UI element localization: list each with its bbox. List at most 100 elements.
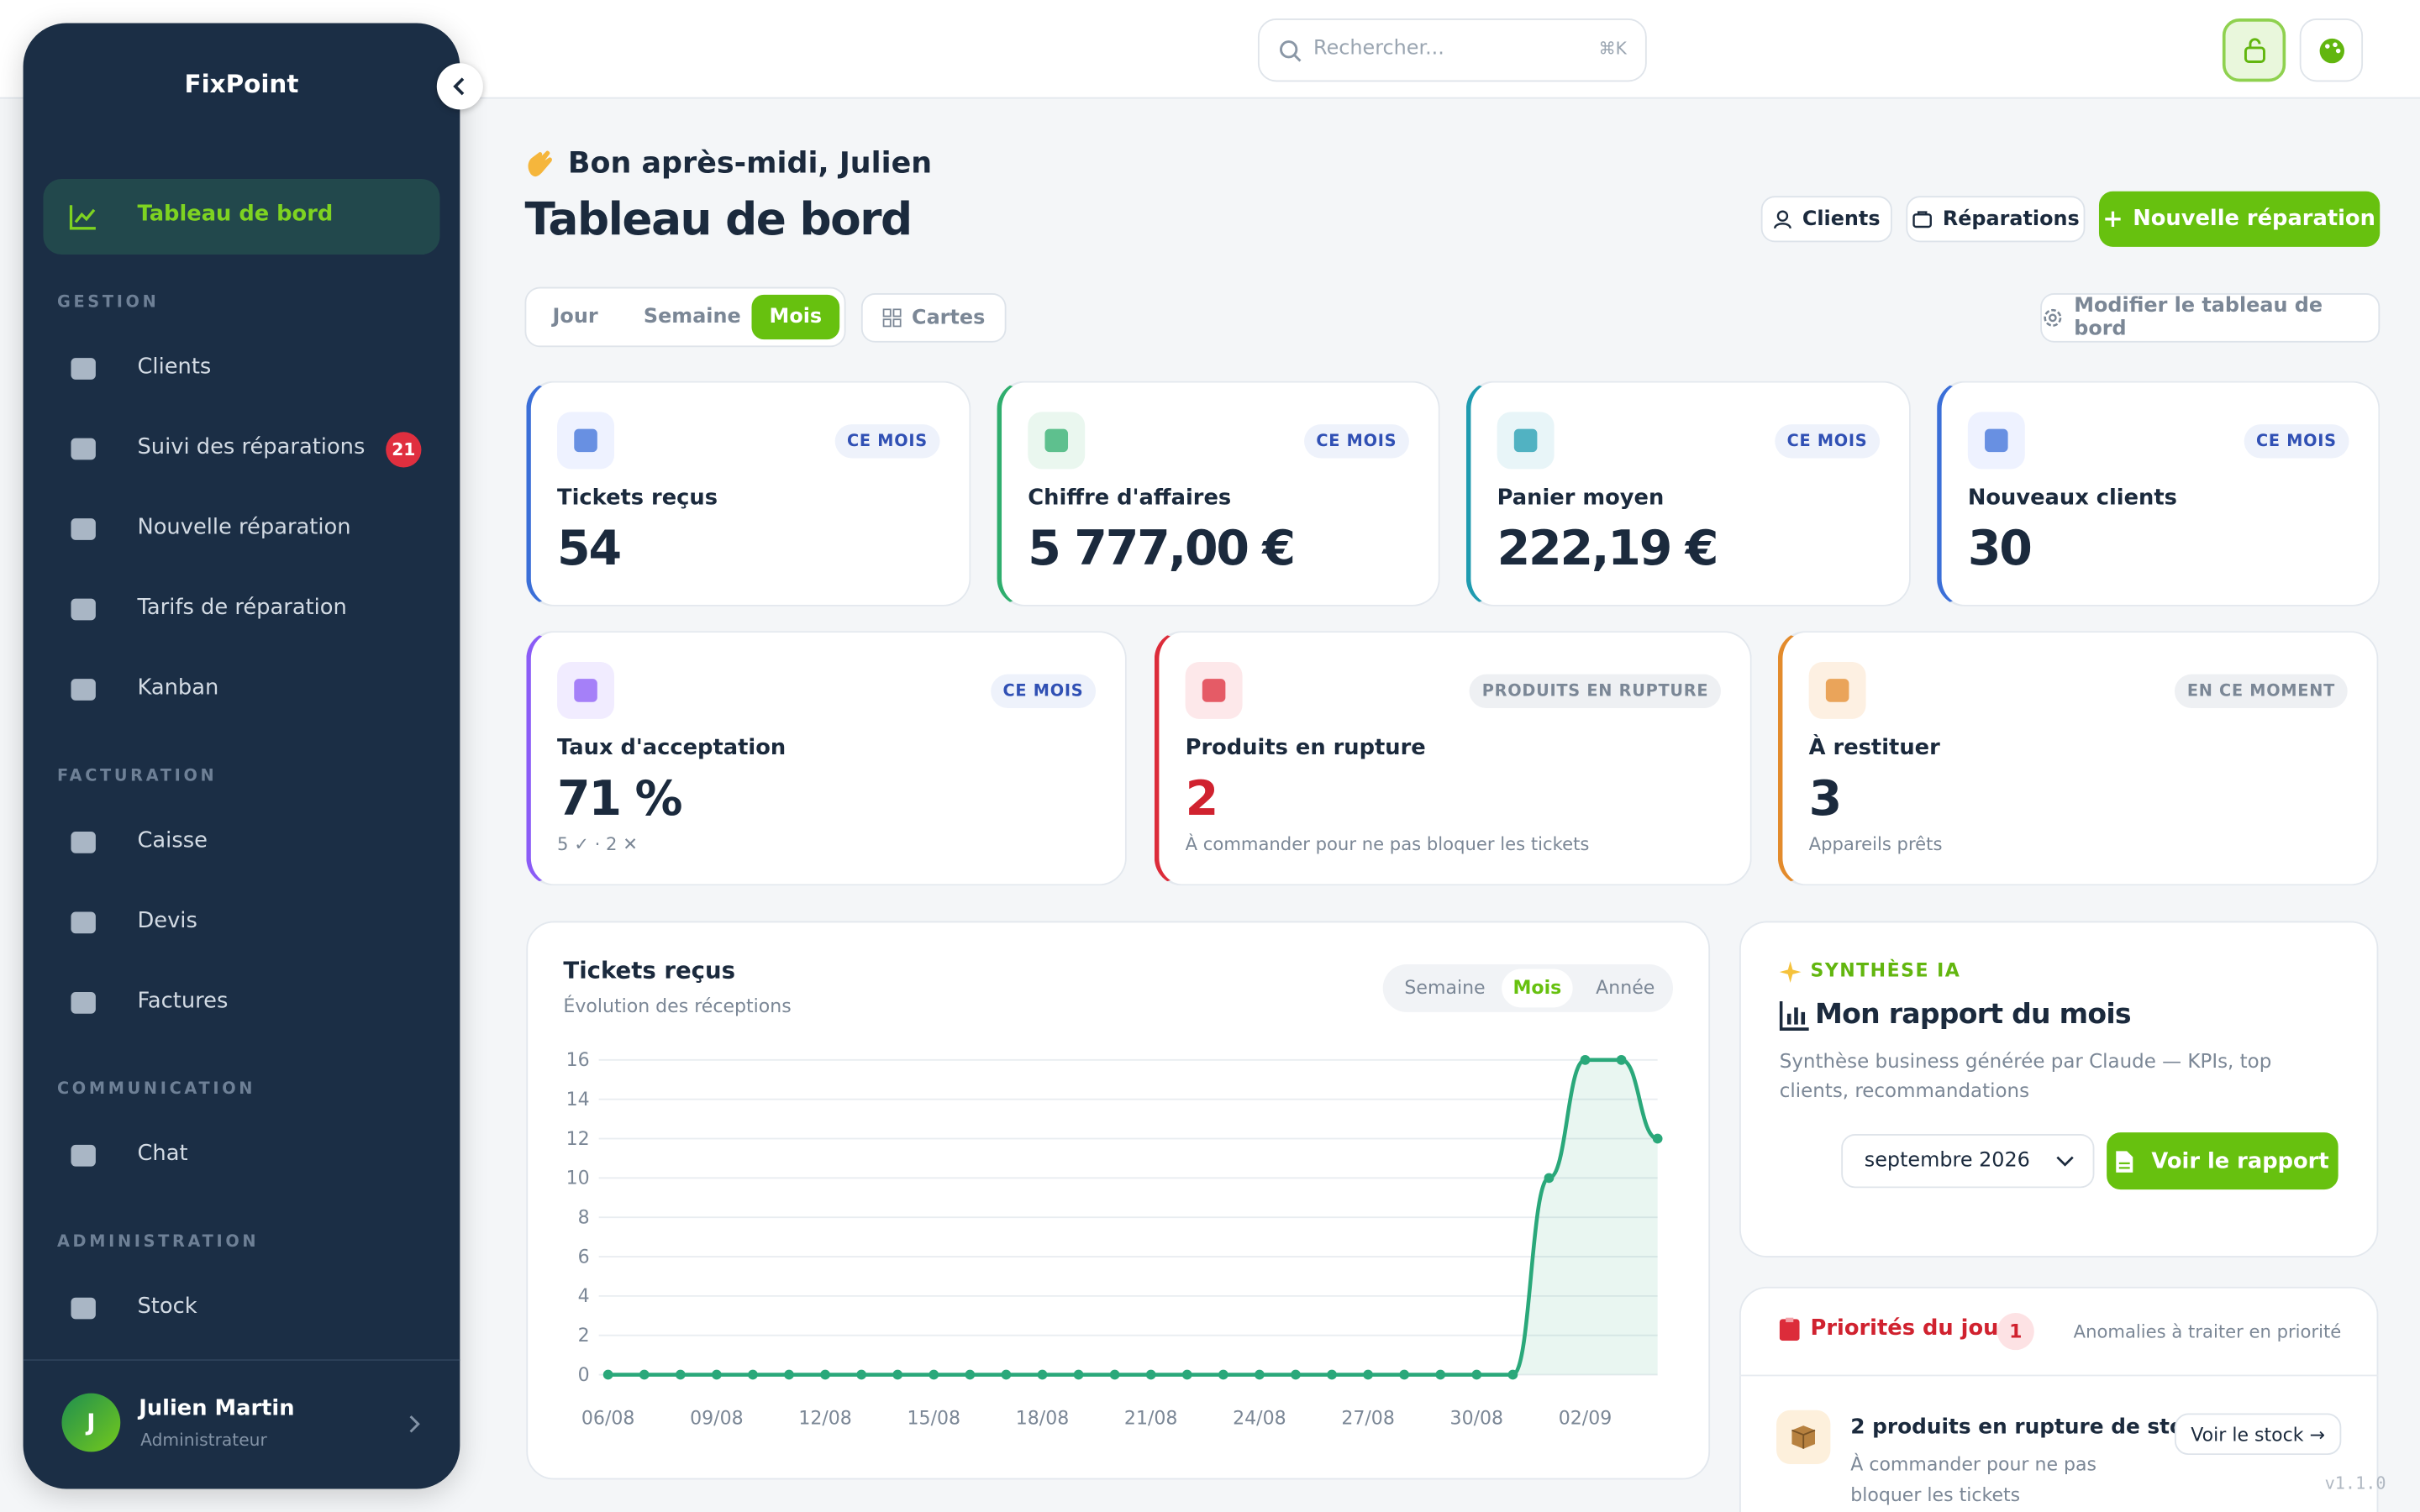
x-tick-label: 02/09 xyxy=(1559,1408,1612,1429)
kpi-icon-glyph xyxy=(574,679,597,702)
line-chart: 0 2 4 6 8 10 12 14 16 06/08 09/08 12/08 15/08 18/08 21… xyxy=(566,1050,1663,1429)
point xyxy=(1001,1369,1012,1380)
kpi-badge: PRODUITS EN RUPTURE xyxy=(1470,674,1721,709)
nav-item[interactable]: Suivi des réparations xyxy=(137,434,366,460)
nav-icon xyxy=(71,679,96,701)
kpi-badge: CE MOIS xyxy=(990,674,1097,709)
priority-title: 2 produits en rupture de stock xyxy=(1850,1415,2211,1440)
chevron-right[interactable] xyxy=(406,1413,421,1435)
priorities-count: 1 xyxy=(1996,1313,2034,1351)
kpi-card: EN CE MOMENT À restituer 3 Appareils prêts xyxy=(1777,631,2379,886)
kpi-sub: Appareils prêts xyxy=(1808,832,1943,855)
nav-icon xyxy=(71,992,96,1014)
button-label: Réparations xyxy=(1942,207,2080,231)
y-tick-label: 12 xyxy=(566,1129,590,1150)
kpi-value: 222,19 € xyxy=(1497,521,1719,577)
point xyxy=(1181,1369,1192,1380)
point xyxy=(1363,1369,1373,1380)
point xyxy=(1291,1369,1301,1380)
button-label: Clients xyxy=(1802,207,1881,231)
theme-button[interactable] xyxy=(2299,18,2364,82)
point xyxy=(1037,1369,1048,1380)
kpi-icon-glyph xyxy=(1825,679,1849,702)
gear-icon xyxy=(2044,308,2062,327)
repairs-button[interactable]: Réparations xyxy=(1906,196,2086,243)
stock-button[interactable]: Voir le stock → xyxy=(2174,1413,2342,1456)
point xyxy=(856,1369,867,1380)
icon-shape xyxy=(71,911,96,934)
icon-shape xyxy=(71,438,96,460)
search-box[interactable]: Rechercher... ⌘K xyxy=(1257,18,1647,82)
chart-icon xyxy=(1779,1001,1809,1031)
y-tick-label: 14 xyxy=(566,1089,590,1110)
nav-icon xyxy=(71,1297,96,1320)
chart-tab[interactable]: Semaine xyxy=(1404,976,1486,999)
point xyxy=(748,1369,758,1380)
chevron-down xyxy=(2056,1156,2074,1167)
kpi-value: 54 xyxy=(557,521,622,577)
period-tab-active[interactable]: Mois xyxy=(769,305,823,329)
chart-tab[interactable]: Année xyxy=(1596,976,1655,999)
y-tick-label: 16 xyxy=(566,1050,590,1071)
nav-item[interactable]: Stock xyxy=(137,1294,197,1320)
y-tick-label: 2 xyxy=(578,1326,590,1347)
kpi-card: PRODUITS EN RUPTURE Produits en rupture 2 À… xyxy=(1154,631,1752,886)
ai-card xyxy=(1739,921,2379,1257)
user-role: Administrateur xyxy=(140,1430,267,1451)
point xyxy=(1652,1133,1663,1144)
nav-item[interactable]: Devis xyxy=(137,908,197,934)
search-placeholder: Rechercher... xyxy=(1313,37,1444,60)
palette-icon xyxy=(2319,38,2345,64)
nav-item[interactable]: Factures xyxy=(137,989,229,1014)
nav-item[interactable]: Caisse xyxy=(137,828,208,853)
kpi-card: CE MOIS Taux d'acceptation 71 % 5 ✓ · 2 ✕ xyxy=(526,631,1127,886)
edit-dashboard-button[interactable]: Modifier le tableau de bord xyxy=(2040,292,2381,343)
nav-badge: 21 xyxy=(386,432,422,468)
priority-sub: À commander pour ne pas bloquer les tick… xyxy=(1850,1453,2097,1506)
nav-item-active[interactable]: Tableau de bord xyxy=(43,179,440,255)
y-tick-label: 8 xyxy=(578,1208,590,1229)
nav-item[interactable]: Kanban xyxy=(137,675,219,701)
chevron-left xyxy=(453,77,465,96)
kpi-icon-glyph xyxy=(1202,679,1226,702)
kpi-icon-glyph xyxy=(574,428,597,453)
nav-icon xyxy=(71,832,96,853)
nav-item[interactable]: Tarifs de réparation xyxy=(137,595,347,621)
period-tab[interactable]: Semaine xyxy=(643,305,741,329)
clients-button[interactable]: Clients xyxy=(1760,196,1892,243)
avatar: J xyxy=(61,1393,121,1452)
lock-button[interactable] xyxy=(2222,18,2286,82)
collapse-button[interactable] xyxy=(436,63,483,110)
nav-section: ADMINISTRATION xyxy=(56,1232,260,1252)
box-icon xyxy=(1791,1425,1816,1449)
kpi-badge: CE MOIS xyxy=(834,424,940,459)
kpi-card: CE MOIS Chiffre d'affaires 5 777,00 € xyxy=(997,381,1440,606)
point xyxy=(1399,1369,1410,1380)
nav-icon xyxy=(71,518,96,540)
nav-item[interactable]: Chat xyxy=(137,1142,188,1167)
kpi-label: Produits en rupture xyxy=(1185,736,1426,761)
kpi-card: CE MOIS Tickets reçus 54 xyxy=(526,381,971,606)
report-button[interactable]: Voir le rapport xyxy=(2107,1132,2338,1190)
cards-button[interactable]: Cartes xyxy=(860,292,1007,343)
new-repair-button[interactable]: Nouvelle réparation xyxy=(2098,191,2381,247)
kpi-badge: CE MOIS xyxy=(1303,424,1409,459)
month-select[interactable]: septembre 2026 xyxy=(1841,1134,2095,1189)
chart-tab-active[interactable]: Mois xyxy=(1512,976,1562,999)
point xyxy=(929,1369,939,1380)
alert-icon xyxy=(1779,1317,1800,1341)
nav-item[interactable]: Nouvelle réparation xyxy=(137,515,351,540)
nav-icon xyxy=(71,911,96,934)
point xyxy=(1073,1369,1084,1380)
period-tab[interactable]: Jour xyxy=(552,305,598,329)
nav-item[interactable]: Clients xyxy=(137,354,212,380)
ai-description: Synthèse business générée par Claude — K… xyxy=(1779,1048,2272,1102)
kpi-value: 2 xyxy=(1185,771,1219,827)
nav-section: GESTION xyxy=(56,292,160,312)
nav-icon xyxy=(71,1144,96,1167)
nav-label: Tableau de bord xyxy=(137,202,334,228)
point xyxy=(712,1369,722,1380)
point xyxy=(1580,1054,1591,1065)
point xyxy=(1327,1369,1337,1380)
